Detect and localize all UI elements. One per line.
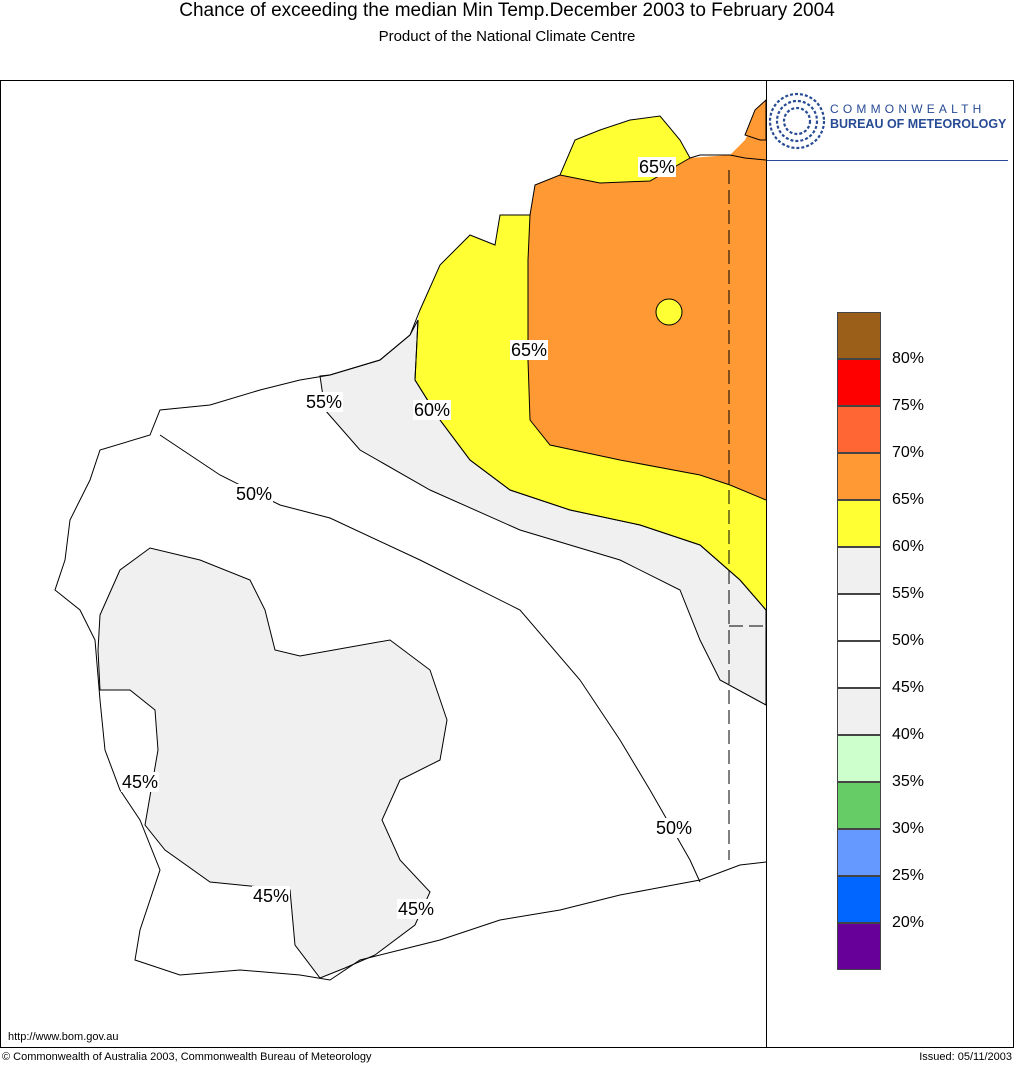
region-60-65-spot: [655, 298, 683, 326]
legend-label: 30%: [892, 820, 925, 837]
legend-label: 80%: [892, 350, 925, 367]
contour-label: 55%: [304, 392, 344, 412]
map-title: Chance of exceeding the median Min Temp.…: [179, 0, 835, 21]
legend-swatch: [837, 923, 881, 970]
logo-line2: BUREAU OF METEOROLOGY: [830, 117, 1007, 131]
legend-swatch: [837, 359, 881, 406]
issued-date: Issued: 05/11/2003: [919, 1051, 1012, 1063]
legend-label: 50%: [892, 632, 925, 649]
region-60-65: [415, 215, 766, 610]
legend-label: 20%: [892, 914, 925, 931]
spiral-swirl-logo-icon: [768, 92, 826, 150]
legend-label: 35%: [892, 773, 925, 790]
contour-label: 50%: [234, 484, 274, 504]
contour-label: 60%: [412, 400, 452, 420]
logo-divider: [767, 160, 1008, 161]
contour-label: 65%: [637, 157, 677, 177]
url-text: http://www.bom.gov.au: [8, 1031, 119, 1043]
legend-swatch: [837, 453, 881, 500]
legend-swatch: [837, 735, 881, 782]
legend-swatch: [837, 594, 881, 641]
map-subtitle: Product of the National Climate Centre: [378, 28, 636, 45]
legend-swatch: [837, 782, 881, 829]
contour-label: 45%: [396, 899, 436, 919]
region-65-70: [528, 100, 766, 500]
contour-label: 50%: [654, 818, 694, 838]
legend-swatch: [837, 641, 881, 688]
legend-label: 25%: [892, 867, 925, 884]
contour-label: 45%: [120, 772, 160, 792]
legend-label: 65%: [892, 491, 925, 508]
legend-label: 70%: [892, 444, 925, 461]
coastline: [54, 115, 766, 981]
copyright-text: © Commonwealth of Australia 2003, Common…: [2, 1051, 372, 1063]
legend-swatch: [837, 312, 881, 359]
legend-swatch: [837, 547, 881, 594]
legend-label: 45%: [892, 679, 925, 696]
legend-swatch: [837, 688, 881, 735]
legend-swatch: [837, 876, 881, 923]
legend-swatch: [837, 500, 881, 547]
legend-label: 60%: [892, 538, 925, 555]
legend-label: 75%: [892, 397, 925, 414]
legend-divider: [766, 80, 767, 1047]
contour-label: 45%: [251, 886, 291, 906]
bom-logo: COMMONWEALTH BUREAU OF METEOROLOGY: [768, 88, 1008, 158]
contour-65: [527, 214, 766, 501]
legend-label: 40%: [892, 726, 925, 743]
contour-label: 65%: [509, 340, 549, 360]
region-40-45: [97, 547, 448, 979]
legend-swatch: [837, 406, 881, 453]
legend-swatch: [837, 829, 881, 876]
legend-label: 55%: [892, 585, 925, 602]
logo-line1: COMMONWEALTH: [830, 102, 986, 116]
